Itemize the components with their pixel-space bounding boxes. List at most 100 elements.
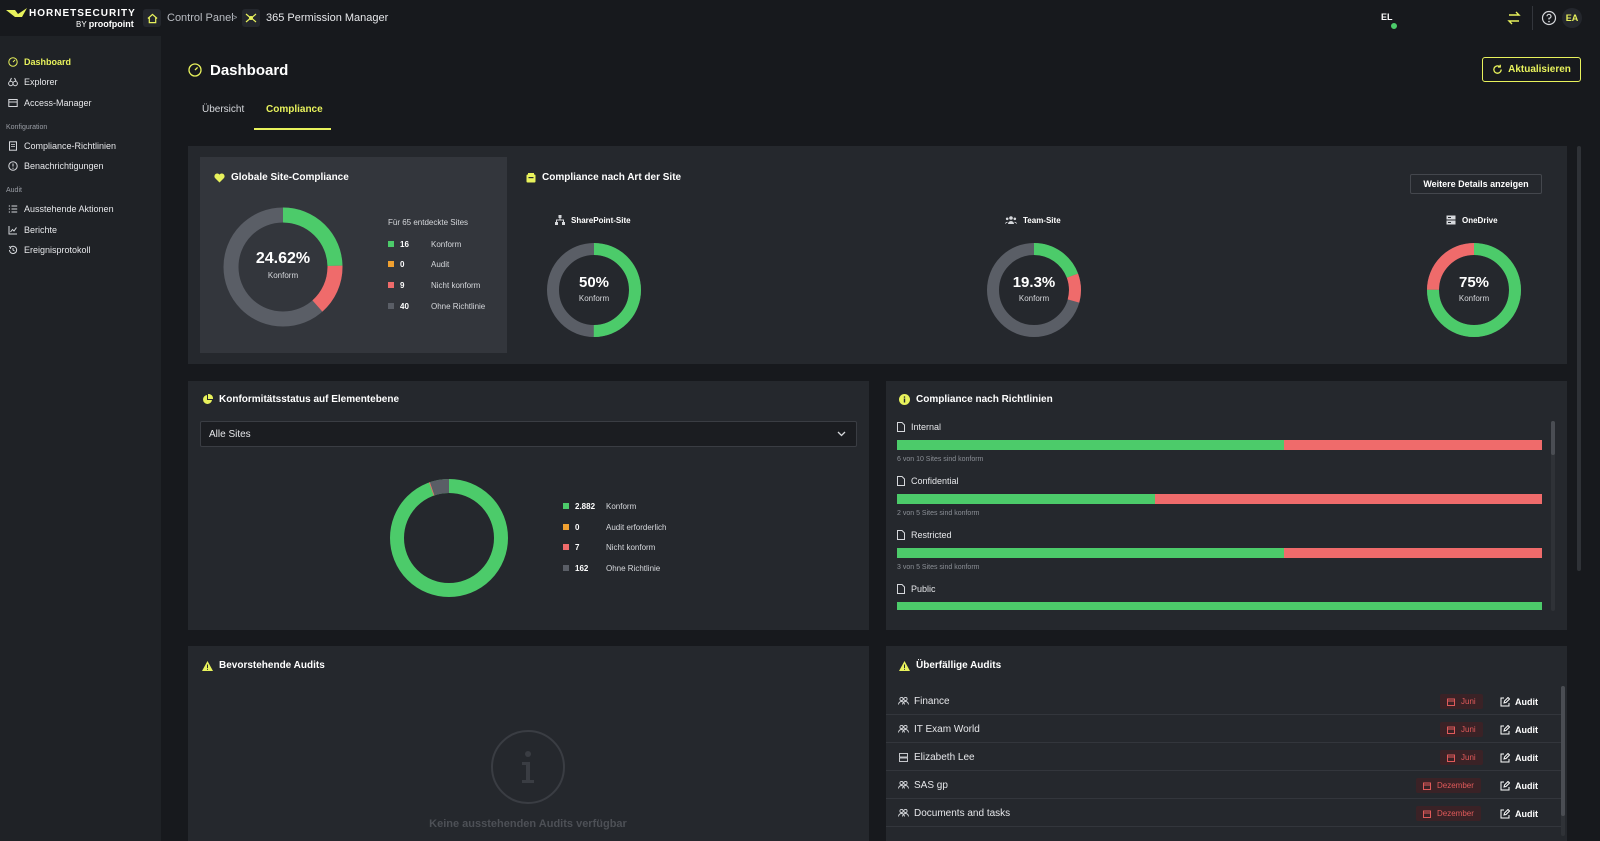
info-icon [899,394,910,405]
audit-row-name: Finance [898,687,950,715]
global-compliance-title-text: Globale Site-Compliance [231,172,349,183]
help-icon[interactable] [1541,10,1557,26]
dashboard-icon [8,57,18,67]
team-site-header: Team-Site [1005,215,1061,225]
group-icon [898,809,909,817]
audit-row: SAS gp Dezember Audit [886,771,1564,799]
breadcrumb-label: 365 Permission Manager [266,12,389,24]
onedrive-icon [899,752,908,762]
audit-button-label: Audit [1515,696,1538,707]
audit-button[interactable]: Audit [1500,694,1538,709]
site-name: SharePoint-Site [571,215,631,225]
audit-button-label: Audit [1515,752,1538,763]
audit-row-name-text: Elizabeth Lee [914,751,975,763]
audit-button[interactable]: Audit [1500,722,1538,737]
sitemap-icon [555,215,565,225]
audit-button[interactable]: Audit [1500,806,1538,821]
breadcrumb-label: Control Panel [167,12,234,24]
sidebar-item-label: Berichte [24,225,58,235]
legend-item-nonconform: 7 Nicht konform [563,541,655,553]
tab-uebersicht[interactable]: Übersicht [202,104,245,115]
policy-name-text: Public [911,584,936,594]
breadcrumb-separator: > [231,12,238,24]
due-month: Juni [1461,697,1476,706]
permission-manager-icon [242,9,260,27]
onedrive-center: 75% Konform [1439,274,1509,303]
policy-name-text: Confidential [911,476,959,486]
home-icon [143,9,161,27]
empty-state-text: Keine ausstehenden Audits verfügbar [429,818,627,830]
policy-compliance-panel [886,381,1567,630]
audit-row-name: IT Exam World [898,715,980,743]
page-scrollbar[interactable] [1577,146,1581,571]
tab-compliance[interactable]: Compliance [266,104,323,115]
user-avatar[interactable]: EA [1562,8,1582,28]
due-month: Juni [1461,725,1476,734]
audit-row: Documents and tasks Dezember Audit [886,799,1564,827]
sidebar-item-label: Explorer [24,77,58,87]
hornetsecurity-logo[interactable]: HORNETSECURITY BY proofpoint [6,6,135,30]
sidebar-item-ausstehende-aktionen[interactable]: Ausstehende Aktionen [8,201,114,217]
group-icon [898,781,909,789]
audit-button[interactable]: Audit [1500,750,1538,765]
sidebar-item-dashboard[interactable]: Dashboard [8,54,71,70]
sidebar-item-berichte[interactable]: Berichte [8,222,57,238]
policy-progress-bar [897,494,1542,504]
top-bar: HORNETSECURITY BY proofpoint Control Pan… [0,0,1600,36]
policy-name-text: Internal [911,422,942,432]
sidebar-item-benachrichtigungen[interactable]: Benachrichtigungen [8,158,104,174]
access-icon [8,99,18,107]
site-filter-select[interactable]: Alle Sites [200,421,857,447]
due-month: Dezember [1437,809,1474,818]
policy-name: Confidential [897,476,959,486]
due-month: Dezember [1437,781,1474,790]
policy-scrollbar-thumb[interactable] [1551,421,1555,455]
audit-button-label: Audit [1515,808,1538,819]
overdue-audits-title: Überfällige Audits [899,660,1001,671]
site-percent: 50% [578,274,610,291]
document-icon [897,422,905,432]
breadcrumb-permission-manager[interactable]: 365 Permission Manager [242,9,388,27]
chevron-down-icon [837,431,846,437]
audit-button[interactable]: Audit [1500,778,1538,793]
legend-value: 9 [400,280,405,290]
sidebar-item-compliance-richtlinien[interactable]: Compliance-Richtlinien [8,138,116,154]
refresh-label: Aktualisieren [1508,64,1571,75]
audit-row-name-text: SAS gp [914,779,948,791]
site-type-title-text: Compliance nach Art der Site [542,172,682,183]
team-site-conform-arc [987,243,1081,337]
legend-value: 7 [575,542,580,552]
audit-row-name-text: IT Exam World [914,723,980,735]
refresh-button[interactable]: Aktualisieren [1482,57,1581,82]
global-legend-head: Für 65 entdeckte Sites [388,218,469,227]
team-site-donut [987,243,1081,337]
notification-icon [8,161,18,171]
policy-note: 2 von 5 Sites sind konform [897,510,980,517]
legend-value: 0 [575,522,580,532]
global-compliance-center: 24.62% Konform [241,250,325,280]
document-icon [897,530,905,540]
swap-icon[interactable] [1506,10,1522,26]
sidebar-item-ereignisprotokoll[interactable]: Ereignisprotokoll [8,242,91,258]
breadcrumb-control-panel[interactable]: Control Panel [143,9,234,27]
overdue-audits-title-text: Überfällige Audits [916,660,1002,671]
policy-progress-fill [897,548,1284,558]
policy-name-text: Restricted [911,530,952,540]
legend-label: Audit erforderlich [606,522,667,532]
user-status-initials[interactable]: EL [1381,12,1393,22]
legend-item-conform: 2.882 Konform [563,500,636,512]
sidebar-item-explorer[interactable]: Explorer [8,74,58,90]
due-date-badge: Juni [1440,694,1483,709]
policy-progress-bar [897,602,1542,610]
site-icon [526,172,536,182]
page-title: Dashboard [188,60,288,80]
audits-scrollbar-thumb[interactable] [1561,686,1565,816]
more-details-button[interactable]: Weitere Details anzeigen [1410,174,1542,194]
policy-scrollbar[interactable] [1551,421,1555,611]
team-site-center: 19.3% Konform [999,274,1069,303]
sidebar-item-access-manager[interactable]: Access-Manager [8,95,92,111]
global-compliance-card [200,157,507,353]
legend-swatch [563,524,569,530]
edit-icon [1500,696,1510,706]
global-compliance-sub: Konform [267,271,299,280]
